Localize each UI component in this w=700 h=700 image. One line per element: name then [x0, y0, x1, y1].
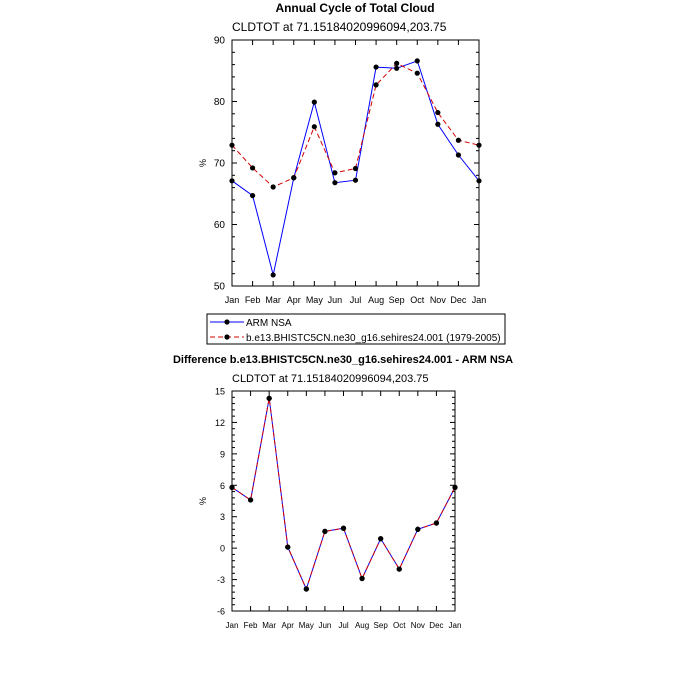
chart1-series-1-point: [291, 175, 297, 181]
chart1-series-1-point: [249, 165, 256, 171]
chart1-title: Annual Cycle of Total Cloud: [275, 1, 434, 15]
chart1-y-tick-label: 70: [214, 159, 226, 170]
chart2-y-tick-label: 12: [215, 418, 225, 428]
chart2-series-1-point: [322, 528, 328, 534]
chart2-x-tick-label: Jan: [226, 621, 239, 630]
chart1-series-0-point: [249, 192, 256, 199]
chart1-subtitle: CLDTOT at 71.15184020996094,203.75: [232, 20, 447, 34]
chart2-series-1-point: [378, 536, 384, 542]
chart1-x-tick-label: Feb: [245, 295, 261, 305]
chart1-x-tick-label: Jan: [472, 295, 487, 305]
chart1-series-0-point: [435, 121, 441, 127]
chart1-series-0-point: [311, 99, 317, 105]
chart1-x-tick-label: Oct: [410, 295, 425, 305]
legend-label-model: b.e13.BHISTC5CN.ne30_g16.sehires24.001 (…: [246, 333, 501, 344]
chart2-x-tick-label: Oct: [393, 621, 406, 630]
chart2-x-tick-label: Dec: [429, 621, 443, 630]
chart1-y-tick-label: 80: [214, 97, 226, 108]
chart2-y-tick-label: 6: [220, 481, 225, 491]
chart1-series-0-point: [332, 180, 338, 186]
chart2-series-1-point: [433, 520, 440, 526]
chart2-y-tick-label: 0: [220, 544, 225, 554]
chart2-series-1-point: [415, 526, 421, 532]
chart1-x-tick-label: Apr: [287, 295, 301, 305]
legend-marker-arm-nsa: [224, 319, 230, 325]
chart1-x-tick-label: Sep: [389, 295, 405, 305]
chart2-y-tick-label: 3: [220, 512, 225, 522]
chart1-x-tick-label: May: [306, 295, 324, 305]
chart2-series-1-line: [231, 398, 456, 591]
chart1-series-1-point: [229, 142, 235, 148]
chart1-y-tick-label: 50: [214, 282, 226, 293]
chart2-y-tick-label: -3: [217, 575, 225, 585]
chart1-ylabel: %: [198, 159, 208, 167]
chart1-series-1-point: [373, 82, 379, 88]
chart1-series-0-point: [394, 65, 400, 71]
chart1-series-1-point: [332, 170, 338, 176]
chart1-x-tick-label: Mar: [265, 295, 281, 305]
chart2-series-1-point: [229, 484, 235, 490]
chart2-ylabel: %: [198, 497, 208, 505]
chart2-series-1-point: [359, 575, 365, 582]
chart1-series-0-point: [476, 178, 482, 184]
chart1-x-tick-label: Jun: [328, 295, 343, 305]
chart2-x-tick-label: Feb: [244, 621, 258, 630]
chart2-plot-frame: [231, 390, 456, 612]
chart2-x-tick-label: Jan: [449, 621, 462, 630]
chart1-series-1-point: [435, 109, 441, 116]
chart1-x-tick-label: Dec: [450, 295, 467, 305]
chart1-plot-frame: [231, 39, 480, 287]
chart1-plot: 50 60 70 80 90 Jan Feb Mar Apr May Jun Jul Aug Sep Oct…: [214, 36, 486, 306]
chart1-series-0-point: [352, 177, 359, 183]
chart1-y-tick-label: 90: [214, 36, 226, 47]
chart2-series-1-point: [340, 525, 347, 531]
chart2-x-tick-label: Apr: [282, 621, 295, 630]
chart2-x-tick-label: Mar: [262, 621, 276, 630]
chart2-subtitle: CLDTOT at 71.15184020996094,203.75: [232, 373, 429, 385]
chart1-series-1-point: [414, 70, 420, 76]
chart2-x-tick-label: May: [299, 621, 314, 630]
legend-box: [206, 313, 506, 345]
chart1-x-tick-label: Jul: [350, 295, 362, 305]
chart2-series-1-point: [247, 497, 254, 503]
chart2-y-tick-label: 9: [220, 449, 225, 459]
chart1-legend: ARM NSA b.e13.BHISTC5CN.ne30_g16.sehires…: [206, 313, 506, 345]
chart2-series-1-point: [396, 566, 402, 572]
chart1-series-1-point: [394, 60, 400, 66]
chart1-x-tick-label: Nov: [430, 295, 447, 305]
chart1-series-1-point: [455, 137, 462, 143]
chart2-series-0-line: [231, 398, 456, 591]
chart2-x-tick-label: Sep: [374, 621, 389, 630]
chart1-y-tick-label: 60: [214, 220, 226, 231]
chart1-series-1-point: [476, 142, 482, 148]
chart2-x-tick-label: Jul: [338, 621, 348, 630]
legend-marker-model: [224, 334, 230, 340]
chart2-title: Difference b.e13.BHISTC5CN.ne30_g16.sehi…: [173, 354, 513, 366]
chart2-y-tick-label: -6: [217, 607, 225, 617]
chart2-x-tick-label: Aug: [355, 621, 369, 630]
chart2-series-1-point: [266, 395, 272, 401]
chart1-x-tick-label: Jan: [225, 295, 240, 305]
chart2-x-tick-label: Nov: [411, 621, 425, 630]
chart1-series-0-point: [414, 58, 420, 64]
chart2-series-1-point: [452, 484, 458, 490]
chart1-series-0-point: [373, 64, 379, 70]
chart1-series-0-point: [455, 152, 462, 158]
chart1-series-0-point: [270, 272, 276, 278]
legend-label-arm-nsa: ARM NSA: [246, 318, 292, 329]
chart1-series-1-point: [352, 165, 359, 172]
chart1-series-1-point: [311, 124, 317, 130]
chart2-x-tick-label: Jun: [318, 621, 331, 630]
chart1-x-tick-label: Aug: [368, 295, 384, 305]
chart2-series-1-point: [303, 586, 309, 592]
chart1-series-1-point: [270, 184, 276, 190]
chart1-series-0-point: [229, 178, 235, 184]
chart2-plot: -6 -3 0 3 6 9 12 15 Jan Feb Mar Apr May Jun Jul Aug Sep O…: [215, 387, 461, 631]
chart2-series-1-point: [285, 544, 291, 550]
chart2-y-tick-label: 15: [215, 387, 225, 397]
